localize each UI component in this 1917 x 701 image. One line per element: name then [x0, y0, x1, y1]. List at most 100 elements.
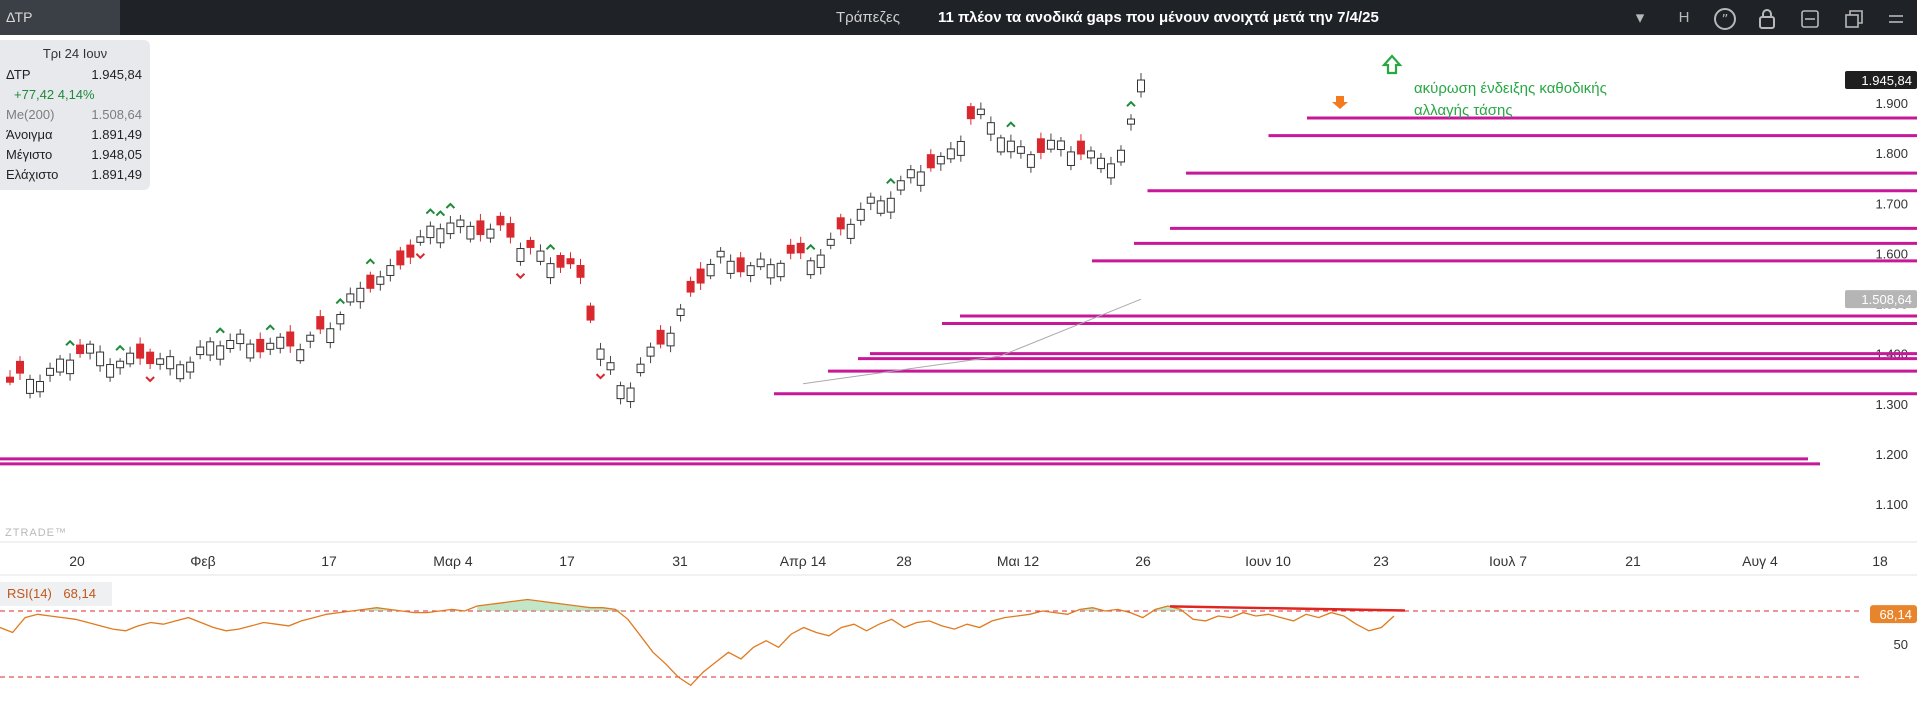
candle-body	[476, 220, 485, 236]
candle-body	[406, 244, 415, 258]
info-last: 1.945,84	[91, 67, 142, 82]
candle	[36, 374, 45, 398]
candle	[926, 149, 935, 172]
candle	[836, 213, 845, 236]
candle	[506, 216, 515, 244]
candle	[586, 302, 595, 324]
candle-body	[1096, 157, 1105, 170]
info-date: Τρι 24 Ιουν	[42, 46, 108, 61]
candle-body	[796, 242, 805, 254]
candle-body	[916, 171, 925, 186]
candle-body	[1076, 140, 1085, 155]
candle	[936, 152, 945, 171]
candle-body	[906, 169, 915, 179]
candle-body	[626, 387, 635, 403]
candle	[526, 236, 535, 255]
info-symbol: ΔΤΡ	[6, 67, 31, 82]
candle	[365, 258, 376, 293]
candle-body	[776, 262, 785, 278]
candle-body	[86, 343, 95, 354]
candle-body	[126, 352, 135, 365]
candle	[1056, 137, 1065, 157]
rsi-tick-50: 50	[1894, 637, 1908, 652]
close-icon[interactable]	[1884, 0, 1908, 35]
watermark: ZTRADE™	[5, 527, 67, 539]
info-box: Τρι 24 Ιουν ΔΤΡ 1.945,84 +77,42 4,14% Me(…	[0, 40, 150, 190]
chevron-down-icon[interactable]: ▾	[1635, 8, 1645, 27]
candle	[606, 355, 615, 375]
candle	[646, 342, 655, 364]
candle-body	[846, 223, 855, 239]
candle-body	[276, 336, 285, 349]
candle	[806, 243, 816, 279]
candle	[1086, 146, 1095, 165]
x-tick-label: 23	[1373, 553, 1389, 569]
rsi-line	[0, 598, 1395, 687]
candle-body	[306, 334, 315, 342]
candle	[986, 116, 995, 142]
candle	[246, 339, 255, 362]
candle	[595, 342, 606, 380]
candle-body	[56, 358, 65, 373]
up-arrow-icon	[1381, 54, 1403, 75]
reversal-up-marker	[335, 298, 345, 305]
candle	[265, 324, 275, 356]
candle	[886, 177, 896, 219]
reversal-up-marker	[435, 210, 446, 217]
y-tick-label: 1.200	[1875, 447, 1908, 462]
y-tick-label: 1.900	[1875, 96, 1908, 111]
down-arrow-icon	[1332, 96, 1348, 109]
reversal-down-marker	[415, 253, 426, 260]
candle-body	[336, 313, 345, 325]
candle-body	[76, 344, 85, 355]
candle-body	[656, 329, 665, 345]
candle-body	[676, 308, 685, 316]
info-ma-value: 1.508,64	[91, 107, 142, 122]
candle	[1096, 152, 1105, 173]
candle	[86, 340, 95, 360]
candle	[56, 354, 65, 376]
candle-body	[576, 265, 585, 278]
symbol-selector[interactable]: ΔΤΡ	[0, 0, 120, 35]
candle-body	[246, 343, 255, 359]
info-low-value: 1.891,49	[91, 167, 142, 182]
candle	[6, 370, 14, 386]
y-tick-label: 1.700	[1875, 196, 1908, 211]
candle	[766, 258, 775, 285]
candle	[676, 303, 685, 322]
reversal-up-marker	[115, 344, 125, 351]
candle	[335, 298, 345, 331]
candle-body	[206, 341, 215, 356]
x-tick-label: 20	[69, 553, 85, 569]
candle-body	[296, 349, 305, 362]
h-icon[interactable]: H	[1678, 9, 1690, 26]
candle-body	[1006, 140, 1015, 153]
candle	[115, 344, 125, 375]
candle-body	[986, 122, 995, 135]
quote-icon[interactable]: ”	[1712, 0, 1738, 35]
lock-icon[interactable]	[1755, 0, 1779, 35]
candle	[396, 246, 405, 270]
x-tick-label: Φεβ	[190, 553, 215, 569]
candle	[736, 251, 745, 278]
candle	[186, 356, 195, 379]
candle	[1076, 134, 1085, 161]
top-bar: ΔΤΡ Τράπεζες 11 πλέον τα ανοδικά gaps πο…	[0, 0, 1917, 35]
candle-body	[1026, 154, 1035, 168]
chart-canvas[interactable]: 1.1001.2001.3001.4001.5001.6001.7001.800…	[0, 35, 1917, 701]
reversal-up-marker	[425, 208, 436, 215]
candle-body	[456, 219, 465, 228]
candle-body	[116, 360, 125, 369]
candle-body	[926, 154, 935, 169]
candle	[786, 238, 795, 260]
candle-body	[326, 328, 335, 344]
candle	[1126, 100, 1136, 131]
candle	[866, 192, 875, 211]
candle	[326, 322, 335, 349]
restore-icon[interactable]	[1842, 0, 1866, 35]
candle-body	[946, 148, 955, 160]
candle	[1036, 132, 1045, 160]
minimize-icon[interactable]	[1798, 0, 1822, 35]
candle	[666, 326, 675, 353]
x-tick-label: Ιουν 10	[1245, 553, 1291, 569]
